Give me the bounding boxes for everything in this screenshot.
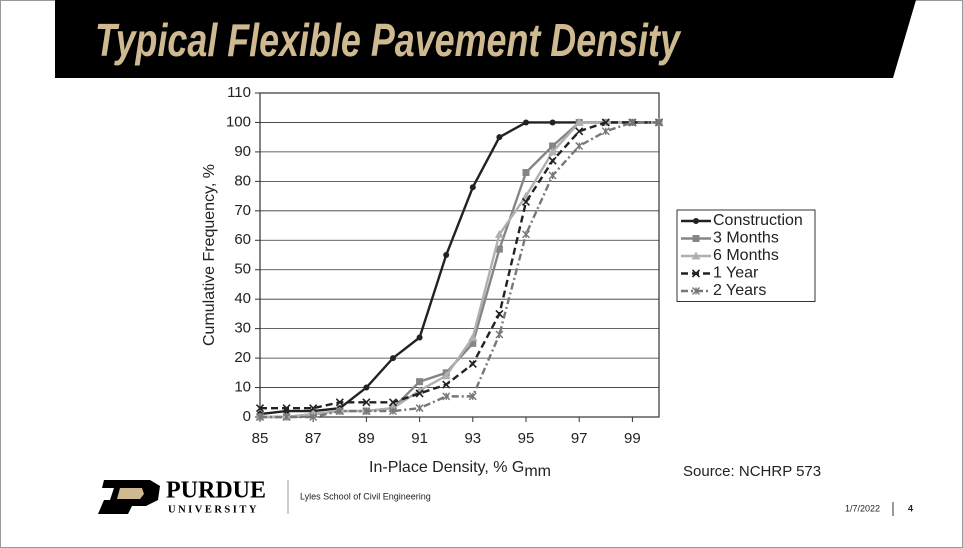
marker xyxy=(390,355,396,362)
y-tick-label: 50 xyxy=(234,261,251,278)
logo-mark-inner xyxy=(117,488,144,499)
marker xyxy=(575,142,584,151)
marker xyxy=(575,127,584,136)
marker xyxy=(549,119,556,126)
marker xyxy=(691,251,701,260)
y-tick-label: 90 xyxy=(234,143,251,160)
marker xyxy=(363,384,370,391)
date: 1/7/2022 xyxy=(845,503,880,513)
marker xyxy=(693,218,699,224)
marker xyxy=(628,118,637,127)
legend-label: 6 Months xyxy=(713,247,779,264)
y-tick-label: 30 xyxy=(234,320,251,337)
marker xyxy=(362,407,371,416)
marker xyxy=(548,147,558,156)
x-tick-label: 99 xyxy=(624,430,641,447)
legend-label: 1 Year xyxy=(713,265,759,282)
x-tick-label: 87 xyxy=(305,430,322,447)
x-tick-label: 91 xyxy=(411,430,428,447)
logo-sub: UNIVERSITY xyxy=(168,504,259,515)
marker xyxy=(468,332,478,341)
marker xyxy=(548,156,557,165)
marker xyxy=(522,230,530,239)
marker xyxy=(388,398,398,407)
marker xyxy=(442,380,451,389)
series-line xyxy=(260,121,659,419)
marker xyxy=(335,398,344,407)
marker xyxy=(601,118,610,127)
marker xyxy=(574,117,584,126)
marker xyxy=(495,330,504,339)
x-tick-label: 89 xyxy=(358,430,375,447)
x-tick-label: 97 xyxy=(571,430,588,447)
x-tick-label: 85 xyxy=(252,430,269,447)
y-tick-label: 70 xyxy=(234,202,251,219)
logo: PURDUE UNIVERSITY xyxy=(98,478,266,515)
y-tick-label: 10 xyxy=(234,379,251,396)
marker xyxy=(522,169,530,177)
legend-label: 2 Years xyxy=(713,282,766,299)
marker xyxy=(362,398,371,407)
y-tick-label: 40 xyxy=(234,290,251,307)
x-axis-label-main: In-Place Density, % G xyxy=(369,459,524,476)
y-tick-label: 20 xyxy=(234,349,251,366)
marker xyxy=(441,371,451,380)
marker xyxy=(442,392,451,401)
school-name: Lyles School of Civil Engineering xyxy=(300,491,431,501)
y-tick-label: 60 xyxy=(234,231,251,248)
marker xyxy=(335,407,344,416)
x-axis-label-sub: mm xyxy=(524,463,551,480)
marker xyxy=(523,119,529,126)
y-tick-label: 100 xyxy=(226,113,251,130)
y-tick-label: 80 xyxy=(234,172,251,189)
series-line xyxy=(260,121,659,410)
marker xyxy=(415,389,424,398)
x-tick-label: 93 xyxy=(464,430,481,447)
marker xyxy=(692,235,700,242)
marker xyxy=(494,229,504,238)
marker xyxy=(496,134,503,141)
marker xyxy=(495,309,504,318)
series-line xyxy=(260,121,659,419)
marker xyxy=(416,378,424,386)
marker xyxy=(468,392,477,401)
y-tick-label: 110 xyxy=(227,84,251,101)
marker xyxy=(469,184,476,191)
marker xyxy=(256,413,264,421)
marker xyxy=(521,197,531,207)
marker xyxy=(309,413,318,421)
marker xyxy=(282,404,291,413)
plot-area xyxy=(259,92,660,418)
logo-name: PURDUE xyxy=(166,478,266,504)
y-tick-label: 0 xyxy=(243,408,251,425)
title-banner xyxy=(55,0,916,78)
marker xyxy=(549,142,557,150)
marker xyxy=(469,339,477,347)
page-number: 4 xyxy=(908,503,913,513)
legend-label: 3 Months xyxy=(713,230,779,247)
slide-title: Typical Flexible Pavement Density xyxy=(95,15,682,66)
marker xyxy=(601,127,610,136)
marker xyxy=(468,359,477,369)
marker xyxy=(548,171,557,180)
marker xyxy=(389,407,397,416)
x-axis-label: In-Place Density, % Gmm xyxy=(369,459,551,480)
marker xyxy=(255,404,265,413)
legend-label: Construction xyxy=(713,212,803,229)
marker xyxy=(415,404,424,413)
marker xyxy=(282,413,291,421)
marker xyxy=(416,334,423,341)
marker xyxy=(443,252,450,258)
y-axis-label: Cumulative Frequency, % xyxy=(201,164,218,346)
marker xyxy=(655,118,663,127)
source-note: Source: NCHRP 573 xyxy=(683,463,821,480)
x-tick-label: 95 xyxy=(518,430,535,447)
marker xyxy=(495,245,503,253)
marker xyxy=(692,287,700,295)
marker xyxy=(691,269,701,278)
marker xyxy=(309,404,318,413)
